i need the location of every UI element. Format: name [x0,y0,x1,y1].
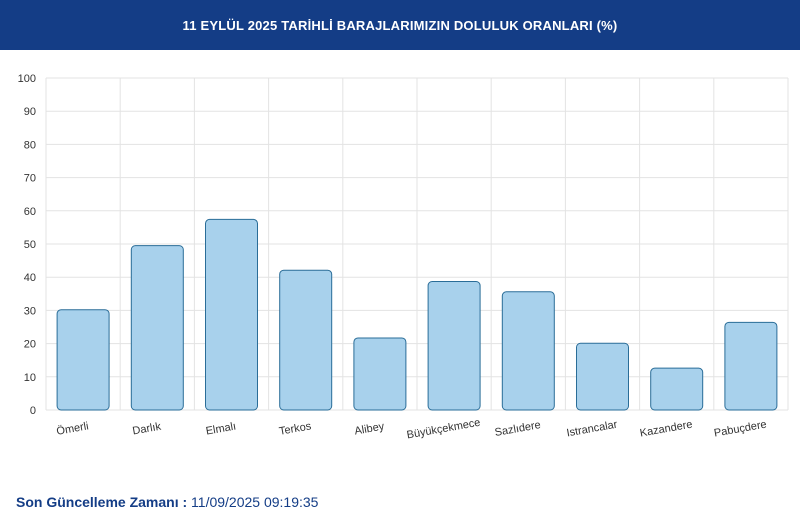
last-updated-value: 11/09/2025 09:19:35 [191,494,319,510]
page-title: 11 EYLÜL 2025 TARİHLİ BARAJLARIMIZIN DOL… [182,17,618,33]
last-updated-label: Son Güncelleme Zamanı : [16,494,188,510]
bar-Darlık [130,245,184,411]
x-tick-label: Kazandere [639,419,693,440]
x-tick-label: Pabuçdere [713,419,767,440]
y-tick-label: 70 [24,173,36,185]
x-tick-label: Istrancalar [566,419,619,440]
y-tick-label: 0 [30,405,36,417]
y-tick-label: 60 [24,206,36,218]
bar-Kazandere [650,367,704,411]
y-tick-label: 100 [18,73,36,85]
bar-Sazlıdere [501,291,555,411]
bar-chart: 0 10 20 30 40 50 60 70 80 90 100 Ömerli Darlık Elmalı… [18,73,789,442]
y-tick-label: 20 [24,339,36,351]
y-tick-label: 80 [24,139,36,151]
x-tick-label: Darlık [132,421,163,438]
x-tick-label: Alibey [354,420,386,437]
x-tick-label: Terkos [278,420,312,438]
y-tick-label: 90 [24,106,36,118]
y-tick-label: 10 [24,372,36,384]
x-tick-label: Sazlıdere [494,419,542,439]
y-tick-label: 30 [24,305,36,317]
bar-Elmalı [205,218,258,411]
bar-Pabuçdere [724,321,778,411]
bar-Istrancalar [576,342,629,411]
last-updated: Son Güncelleme Zamanı : 11/09/2025 09:19… [16,494,318,510]
bar-Terkos [279,269,333,411]
page-header: 11 EYLÜL 2025 TARİHLİ BARAJLARIMIZIN DOL… [0,0,800,50]
bar-Ömerli [56,309,110,411]
bar-Alibey [353,337,407,411]
y-tick-label: 50 [24,239,36,251]
x-tick-label: Büyükçekmece [406,417,482,442]
x-tick-label: Ömerli [56,420,90,437]
y-tick-label: 40 [24,272,36,284]
x-tick-label: Elmalı [205,420,237,437]
bar-Büyükçekmece [427,281,481,411]
